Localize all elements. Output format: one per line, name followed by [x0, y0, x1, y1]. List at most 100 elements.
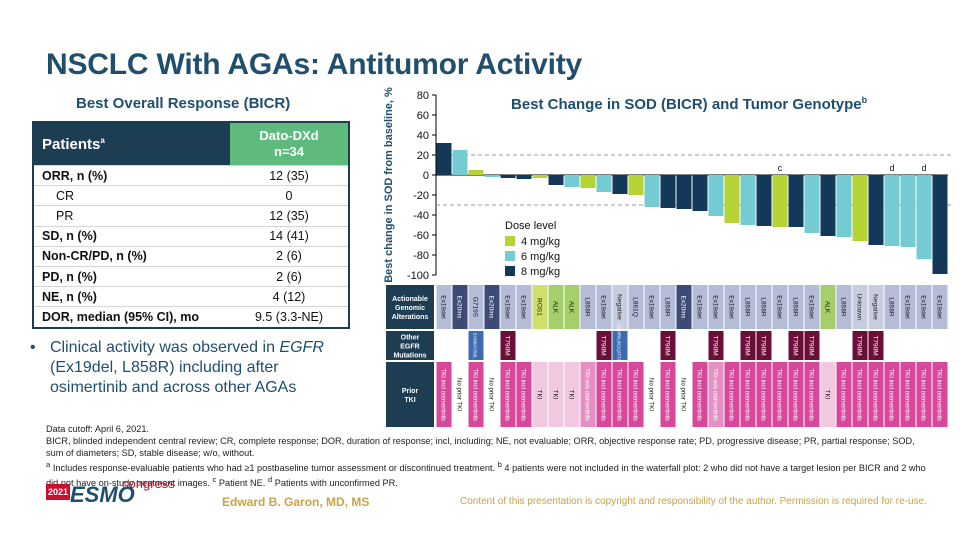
prior-tki-text: TKI incl osimertinib — [872, 368, 879, 421]
legend-label: 4 mg/kg — [521, 236, 560, 248]
table-row: CR 0 — [33, 185, 349, 206]
row-value: 0 — [230, 185, 349, 206]
clinical-activity-bullet: • Clinical activity was observed in EGFR… — [30, 338, 350, 398]
y-tick-label: -20 — [413, 190, 429, 202]
mutation-row-label: Other EGFR Mutations — [393, 335, 426, 360]
mutation-text: T790M — [600, 335, 607, 355]
y-tick-label: -80 — [413, 250, 429, 262]
prior-tki-cell — [500, 362, 516, 427]
waterfall-bar — [916, 175, 932, 259]
page-title: NSCLC With AGAs: Antitumor Activity — [46, 48, 583, 81]
alteration-text: Ex19del — [808, 295, 815, 319]
table-subtitle: Best Overall Response (BICR) — [76, 95, 291, 112]
alteration-cell — [436, 285, 452, 329]
alteration-cell — [724, 285, 740, 329]
row-label: SD, n (%) — [33, 225, 230, 247]
waterfall-bar — [884, 175, 900, 246]
waterfall-bar — [708, 175, 724, 216]
prior-tki-cell — [900, 362, 916, 427]
chart-title-text: Best Change in SOD (BICR) and Tumor Geno… — [511, 96, 862, 113]
alteration-text: Negative — [872, 294, 879, 320]
alteration-cell — [548, 285, 564, 329]
mutation-text: T790M — [808, 335, 815, 355]
waterfall-bar — [468, 170, 484, 175]
y-tick-label: -40 — [413, 210, 429, 222]
alteration-cell — [708, 285, 724, 329]
prior-tki-cell — [756, 362, 772, 427]
alteration-cell — [660, 285, 676, 329]
mutation-cell — [852, 331, 868, 360]
mutation-cell — [596, 331, 612, 360]
chart-title-footnote: b — [861, 95, 868, 105]
legend-swatch — [505, 236, 515, 246]
mutation-text: T790M — [792, 335, 799, 355]
mutation-cell — [500, 331, 516, 360]
dato-header-n: n=34 — [274, 144, 304, 159]
logo-congress: congress — [122, 476, 175, 491]
row-label: PD, n (%) — [33, 265, 230, 287]
alteration-cell — [500, 285, 516, 329]
prior-tki-cell — [548, 362, 564, 427]
logo-year: 2021 — [46, 484, 71, 500]
mutation-row-label-line: EGFR — [400, 344, 419, 351]
alteration-text: Negative — [616, 294, 623, 320]
alteration-row-label-line: Actionable — [392, 296, 428, 303]
waterfall-bar — [804, 175, 820, 233]
bar-annotation: c — [778, 163, 783, 173]
prior-tki-text: TKI incl osimertinib — [792, 368, 799, 421]
prior-tki-text: TKI incl osimertinib — [920, 368, 927, 421]
table-row: PR 12 (35) — [33, 205, 349, 227]
alteration-text: ALK — [552, 301, 559, 314]
waterfall-bar — [868, 175, 884, 245]
prior-tki-text: TKI — [552, 390, 559, 400]
alteration-text: L858R — [792, 297, 799, 316]
alteration-cell — [612, 285, 628, 329]
mutation-cell — [756, 331, 772, 360]
mutation-cell — [612, 331, 628, 360]
footnote-lines: a Includes response-evaluable patients w… — [46, 459, 926, 489]
mutation-row-label-bg — [386, 331, 434, 360]
legend-label: 6 mg/kg — [521, 251, 560, 263]
table-row: ORR, n (%) 12 (35) — [33, 164, 349, 186]
row-value: 4 (12) — [230, 286, 349, 307]
prior-tki-cell — [868, 362, 884, 427]
alteration-text: Ex19del — [696, 295, 703, 319]
patients-header: Patientsa — [33, 122, 230, 166]
alteration-text: L858R — [664, 297, 671, 316]
prior-tki-text: No prior TKI — [456, 378, 463, 412]
prior-tki-cell — [468, 362, 484, 427]
prior-tki-row-label: Prior TKI — [402, 388, 419, 404]
alteration-cell — [644, 285, 660, 329]
waterfall-chart: 80 60 40 20 0 -20 -40 -60 -80 -100 Best change in … — [383, 87, 952, 427]
alteration-text: Ex19del — [520, 295, 527, 319]
mutation-text: T790M — [664, 335, 671, 355]
alteration-cell — [692, 285, 708, 329]
prior-tki-cell — [532, 362, 548, 427]
prior-tki-text: TKI incl osimertinib — [632, 368, 639, 421]
alteration-text: Ex19del — [504, 295, 511, 319]
waterfall-bar — [836, 175, 852, 237]
waterfall-bar — [628, 175, 644, 195]
alteration-cell — [484, 285, 500, 329]
bullet-egfr: EGFR — [279, 339, 324, 356]
prior-tki-text: No prior TKI — [680, 378, 687, 412]
row-label: PR — [33, 205, 230, 227]
mutation-cell — [660, 331, 676, 360]
prior-tki-cell — [692, 362, 708, 427]
alteration-text: L858R — [584, 297, 591, 316]
row-value: 2 (6) — [230, 245, 349, 267]
prior-tki-text: TKI incl osimertinib — [728, 368, 735, 421]
row-label: Non-CR/PD, n (%) — [33, 245, 230, 267]
prior-tki-cell — [628, 362, 644, 427]
footnote-c: Patient NE. — [216, 478, 268, 489]
alteration-text: L858R — [840, 297, 847, 316]
prior-tki-text: TKI incl osimertinib — [936, 368, 943, 421]
bullet-text: Clinical activity was observed in EGFR (… — [50, 338, 350, 398]
alteration-text: Ex20ins — [680, 295, 687, 319]
alteration-text: ALK — [568, 301, 575, 314]
alteration-text: ALK — [824, 301, 831, 314]
row-label: CR — [33, 185, 230, 206]
alteration-text: L858R — [744, 297, 751, 316]
prior-tki-cell — [932, 362, 948, 427]
row-value: 9.5 (3.3-NE) — [230, 306, 349, 328]
